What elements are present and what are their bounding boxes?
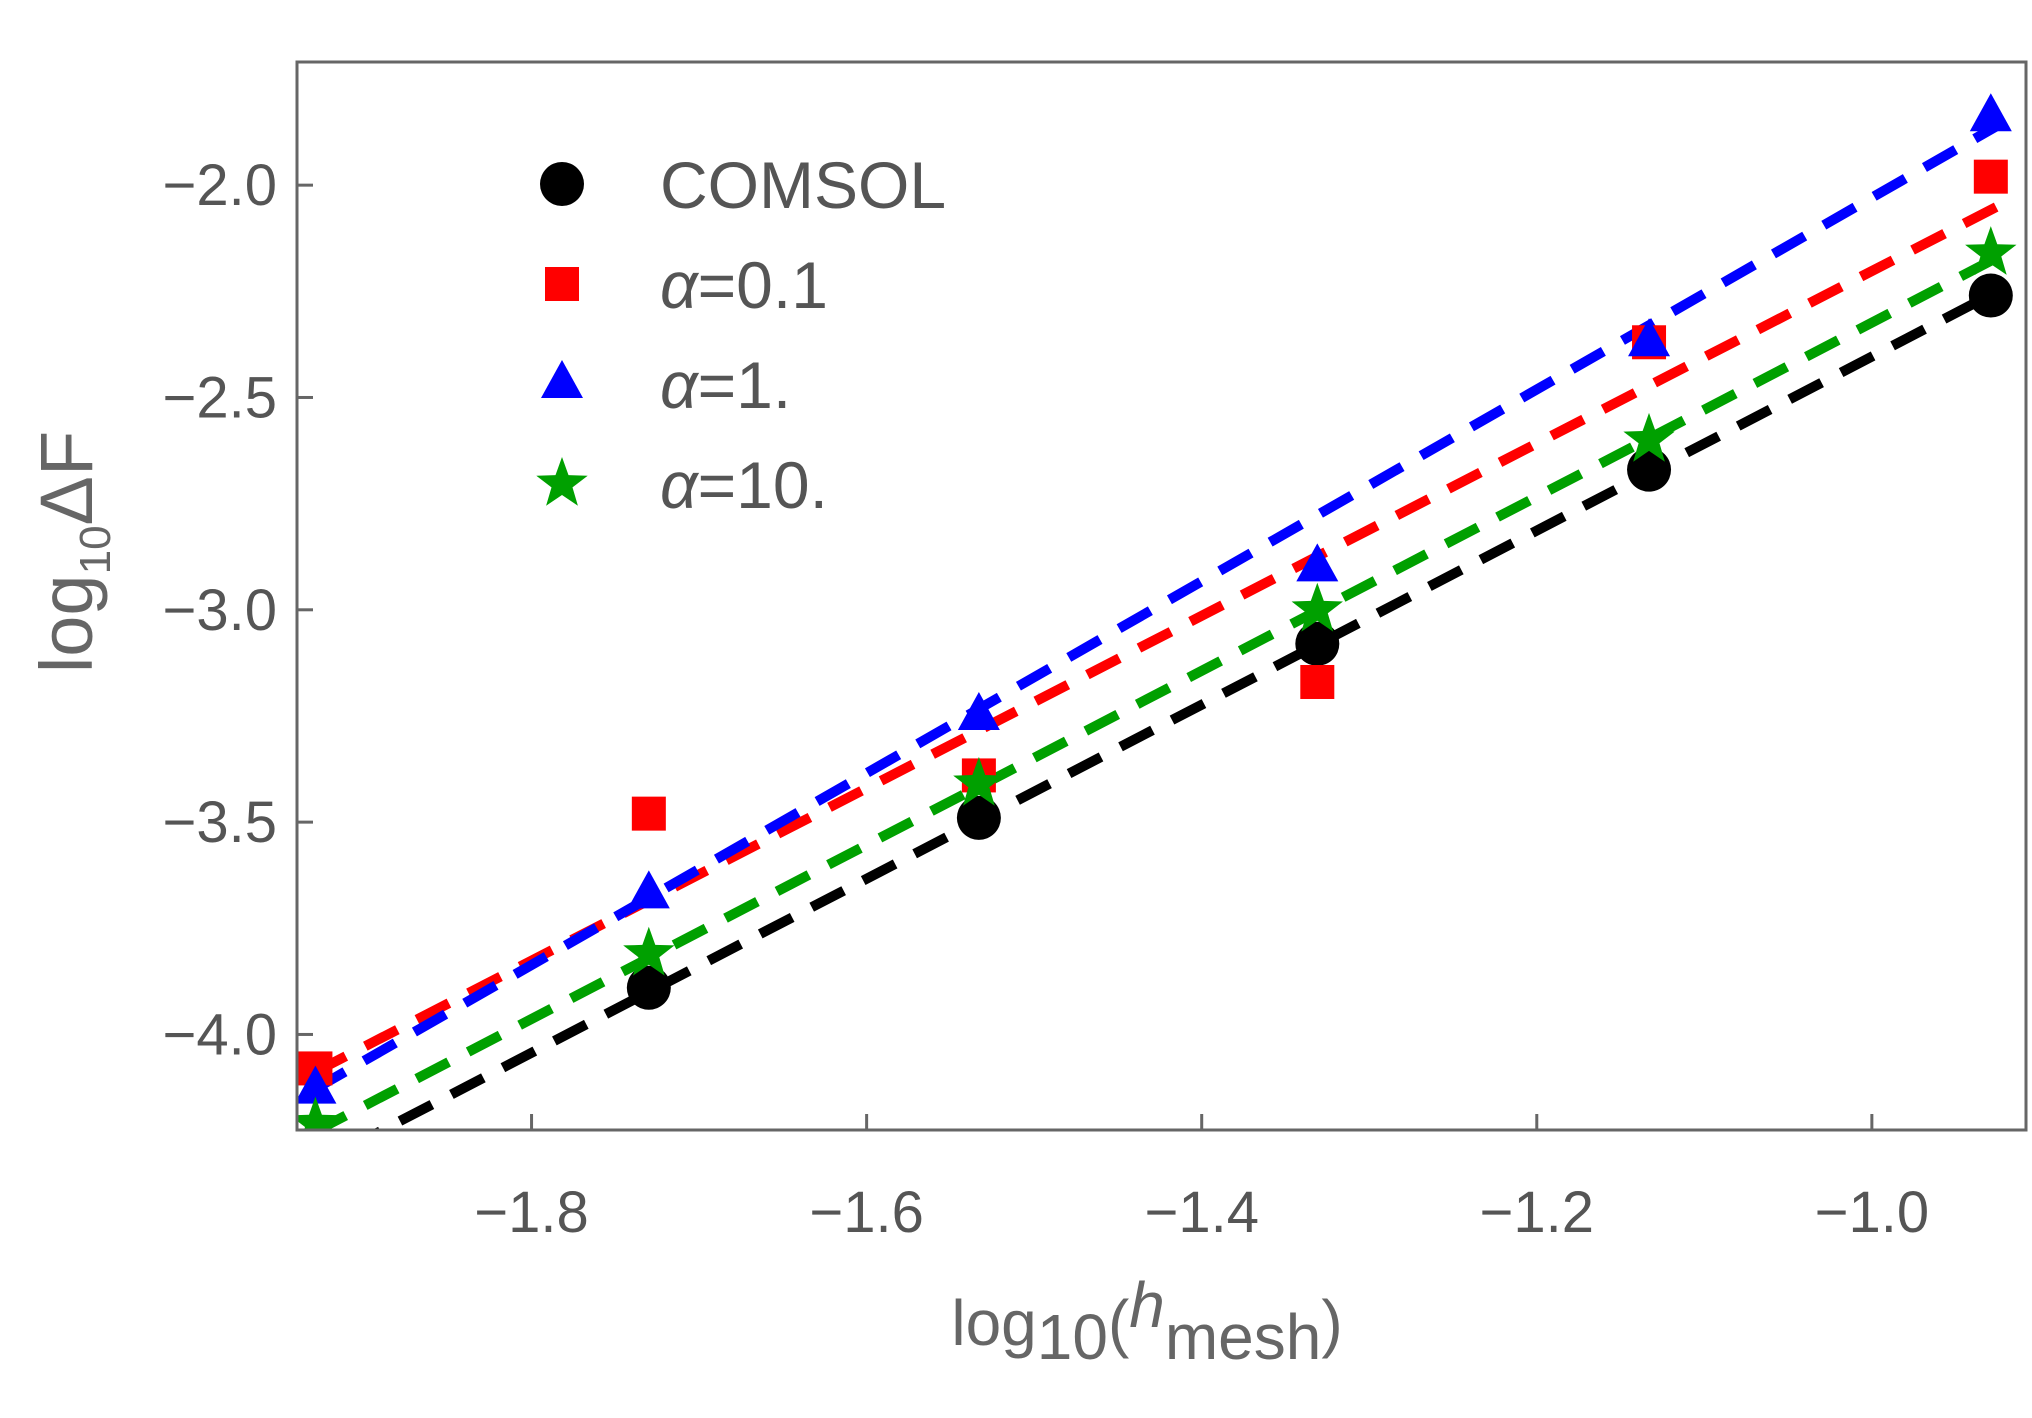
data-point-star xyxy=(1623,412,1675,462)
data-point-circle xyxy=(956,795,1001,840)
fit-lines xyxy=(311,121,2001,1130)
data-point-triangle xyxy=(627,870,670,909)
fit-line-star xyxy=(311,252,2000,1130)
legend-marker-star xyxy=(536,457,588,506)
data-point-star xyxy=(623,926,675,976)
x-axis-ticks: −1.8 −1.6 −1.4 −1.2 −1.0 xyxy=(474,1114,1929,1245)
legend: COMSOL α=0.1 α=1. α=10. xyxy=(536,148,946,522)
data-point-star xyxy=(1291,582,1343,632)
data-point-star xyxy=(1965,226,2017,275)
data-markers xyxy=(293,93,2017,1184)
x-tick-label: −1.8 xyxy=(474,1180,589,1245)
y-tick-label: −2.5 xyxy=(163,365,278,430)
data-point-triangle xyxy=(1628,318,1671,357)
fit-line-triangle xyxy=(311,121,2001,1094)
data-point-circle xyxy=(293,1140,337,1184)
x-tick-label: −1.2 xyxy=(1480,1180,1595,1245)
data-point-star xyxy=(297,1096,342,1130)
x-tick-label: −1.4 xyxy=(1144,1180,1259,1245)
data-point-square xyxy=(1300,664,1335,699)
x-tick-label: −1.6 xyxy=(809,1180,924,1245)
data-point-square xyxy=(631,796,666,831)
legend-label: α=0.1 xyxy=(660,248,828,322)
data-point-triangle xyxy=(297,1065,337,1104)
legend-marker-square xyxy=(545,267,579,301)
y-axis-title: log10ΔF xyxy=(25,431,120,673)
y-tick-label: −3.5 xyxy=(163,790,278,855)
y-tick-label: −4.0 xyxy=(163,1002,278,1067)
data-point-square xyxy=(1973,159,2008,194)
legend-label: COMSOL xyxy=(660,148,946,222)
x-tick-label: −1.0 xyxy=(1815,1180,1930,1245)
legend-label: α=1. xyxy=(660,348,791,422)
data-point-circle xyxy=(1968,273,2013,318)
data-point-star xyxy=(953,756,1005,806)
y-tick-label: −2.0 xyxy=(163,153,278,218)
data-point-triangle xyxy=(1296,543,1339,582)
legend-marker-triangle xyxy=(541,360,583,398)
fit-line-circle xyxy=(371,286,2000,1130)
data-point-triangle xyxy=(1969,93,2012,132)
plot-frame xyxy=(295,60,2028,1132)
data-point-triangle xyxy=(957,691,1000,730)
data-point-circle xyxy=(1295,621,1340,666)
data-point-circle xyxy=(1627,447,1672,492)
data-point-circle xyxy=(626,965,671,1010)
legend-label: α=10. xyxy=(660,448,828,522)
legend-marker-circle xyxy=(540,162,584,206)
y-tick-label: −3.0 xyxy=(163,578,278,643)
y-axis-ticks: −4.0 −3.5 −3.0 −2.5 −2.0 xyxy=(163,153,313,1067)
x-axis-title: log10(hmesh) xyxy=(951,1269,1342,1373)
